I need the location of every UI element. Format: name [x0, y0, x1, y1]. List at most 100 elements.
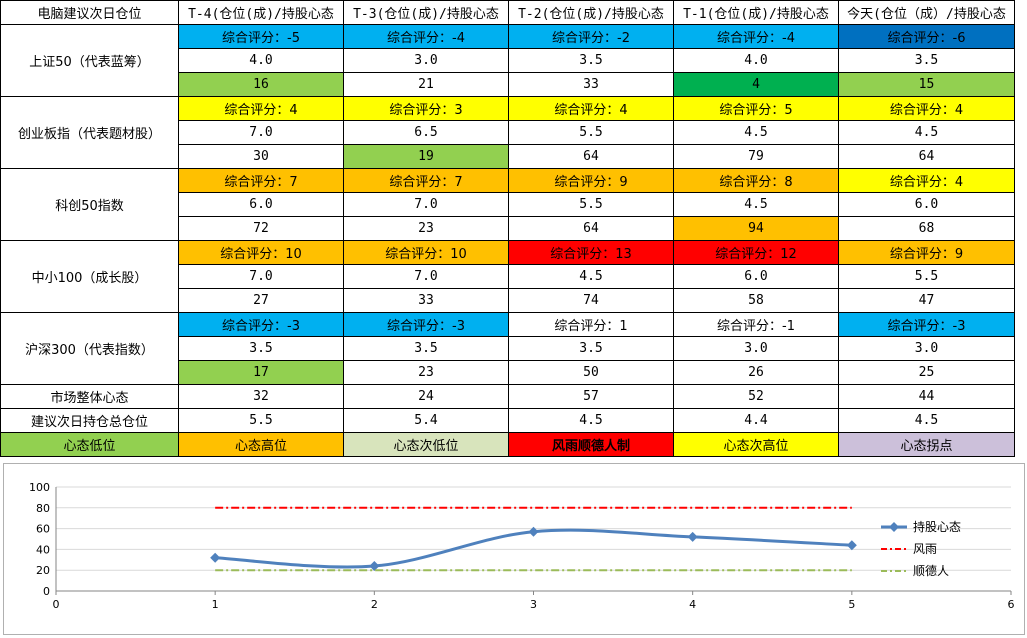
summary-value-cell[interactable]: 57: [508, 384, 674, 409]
index-mood-cell[interactable]: 94: [673, 216, 839, 241]
index-score-cell[interactable]: 综合评分：5: [673, 96, 839, 121]
index-position-cell[interactable]: 6.0: [178, 192, 344, 217]
index-score-cell[interactable]: 综合评分：-3: [343, 312, 509, 337]
index-score-cell[interactable]: 综合评分：4: [178, 96, 344, 121]
legend-cell[interactable]: 心态高位: [178, 432, 344, 457]
col-header-t3[interactable]: T-3(仓位(成)/持股心态: [343, 0, 509, 25]
index-mood-cell[interactable]: 23: [343, 360, 509, 385]
index-position-cell[interactable]: 4.0: [673, 48, 839, 73]
index-score-cell[interactable]: 综合评分：1: [508, 312, 674, 337]
summary-value-cell[interactable]: 5.5: [178, 408, 344, 433]
legend-cell[interactable]: 风雨顺德人制: [508, 432, 674, 457]
index-mood-cell[interactable]: 30: [178, 144, 344, 169]
index-position-cell[interactable]: 3.0: [343, 48, 509, 73]
summary-value-cell[interactable]: 32: [178, 384, 344, 409]
index-score-cell[interactable]: 综合评分：10: [178, 240, 344, 265]
index-name-cell[interactable]: 沪深300（代表指数）: [0, 312, 179, 385]
index-position-cell[interactable]: 6.5: [343, 120, 509, 145]
index-score-cell[interactable]: 综合评分：3: [343, 96, 509, 121]
summary-label-cell[interactable]: 市场整体心态: [0, 384, 179, 409]
index-mood-cell[interactable]: 15: [838, 72, 1015, 97]
index-position-cell[interactable]: 5.5: [508, 192, 674, 217]
index-position-cell[interactable]: 7.0: [178, 264, 344, 289]
legend-cell[interactable]: 心态拐点: [838, 432, 1015, 457]
index-position-cell[interactable]: 7.0: [343, 192, 509, 217]
index-position-cell[interactable]: 3.0: [673, 336, 839, 361]
index-position-cell[interactable]: 5.5: [508, 120, 674, 145]
mood-chart[interactable]: 0 20 40 60 80 100 0 1 2 3 4 5 6 持股心态 风雨 顺德人: [3, 463, 1025, 635]
index-score-cell[interactable]: 综合评分：-3: [178, 312, 344, 337]
index-score-cell[interactable]: 综合评分：-1: [673, 312, 839, 337]
index-position-cell[interactable]: 4.5: [508, 264, 674, 289]
col-header-t4[interactable]: T-4(仓位(成)/持股心态: [178, 0, 344, 25]
index-name-cell[interactable]: 上证50（代表蓝筹）: [0, 24, 179, 97]
index-score-cell[interactable]: 综合评分：7: [178, 168, 344, 193]
index-position-cell[interactable]: 3.5: [343, 336, 509, 361]
col-header-today[interactable]: 今天(仓位（成）/持股心态: [838, 0, 1015, 25]
index-mood-cell[interactable]: 25: [838, 360, 1015, 385]
index-score-cell[interactable]: 综合评分：-6: [838, 24, 1015, 49]
summary-value-cell[interactable]: 24: [343, 384, 509, 409]
index-position-cell[interactable]: 5.5: [838, 264, 1015, 289]
index-mood-cell[interactable]: 64: [838, 144, 1015, 169]
index-mood-cell[interactable]: 74: [508, 288, 674, 313]
summary-value-cell[interactable]: 4.5: [508, 408, 674, 433]
index-score-cell[interactable]: 综合评分：4: [838, 168, 1015, 193]
index-mood-cell[interactable]: 72: [178, 216, 344, 241]
summary-value-cell[interactable]: 4.4: [673, 408, 839, 433]
index-position-cell[interactable]: 4.5: [673, 120, 839, 145]
legend-cell[interactable]: 心态次低位: [343, 432, 509, 457]
index-score-cell[interactable]: 综合评分：-4: [673, 24, 839, 49]
index-position-cell[interactable]: 4.5: [838, 120, 1015, 145]
legend-cell[interactable]: 心态次高位: [673, 432, 839, 457]
index-score-cell[interactable]: 综合评分：4: [838, 96, 1015, 121]
index-name-cell[interactable]: 中小100（成长股）: [0, 240, 179, 313]
index-mood-cell[interactable]: 64: [508, 144, 674, 169]
index-score-cell[interactable]: 综合评分：10: [343, 240, 509, 265]
index-score-cell[interactable]: 综合评分：4: [508, 96, 674, 121]
index-score-cell[interactable]: 综合评分：9: [838, 240, 1015, 265]
index-position-cell[interactable]: 7.0: [343, 264, 509, 289]
summary-label-cell[interactable]: 建议次日持仓总仓位: [0, 408, 179, 433]
index-position-cell[interactable]: 7.0: [178, 120, 344, 145]
index-position-cell[interactable]: 3.5: [178, 336, 344, 361]
index-mood-cell[interactable]: 50: [508, 360, 674, 385]
index-position-cell[interactable]: 3.5: [508, 336, 674, 361]
index-score-cell[interactable]: 综合评分：-3: [838, 312, 1015, 337]
index-mood-cell[interactable]: 79: [673, 144, 839, 169]
index-name-cell[interactable]: 创业板指（代表题材股）: [0, 96, 179, 169]
index-position-cell[interactable]: 6.0: [673, 264, 839, 289]
index-score-cell[interactable]: 综合评分：-4: [343, 24, 509, 49]
summary-value-cell[interactable]: 44: [838, 384, 1015, 409]
index-score-cell[interactable]: 综合评分：7: [343, 168, 509, 193]
summary-value-cell[interactable]: 52: [673, 384, 839, 409]
col-header-t2[interactable]: T-2(仓位(成)/持股心态: [508, 0, 674, 25]
index-mood-cell[interactable]: 4: [673, 72, 839, 97]
index-score-cell[interactable]: 综合评分：8: [673, 168, 839, 193]
index-mood-cell[interactable]: 21: [343, 72, 509, 97]
index-score-cell[interactable]: 综合评分：9: [508, 168, 674, 193]
index-score-cell[interactable]: 综合评分：12: [673, 240, 839, 265]
index-score-cell[interactable]: 综合评分：-2: [508, 24, 674, 49]
index-mood-cell[interactable]: 58: [673, 288, 839, 313]
index-position-cell[interactable]: 4.0: [178, 48, 344, 73]
index-position-cell[interactable]: 3.0: [838, 336, 1015, 361]
index-mood-cell[interactable]: 47: [838, 288, 1015, 313]
index-name-cell[interactable]: 科创50指数: [0, 168, 179, 241]
legend-cell[interactable]: 心态低位: [0, 432, 179, 457]
index-mood-cell[interactable]: 16: [178, 72, 344, 97]
index-mood-cell[interactable]: 64: [508, 216, 674, 241]
index-position-cell[interactable]: 3.5: [508, 48, 674, 73]
index-mood-cell[interactable]: 27: [178, 288, 344, 313]
index-mood-cell[interactable]: 19: [343, 144, 509, 169]
corner-header[interactable]: 电脑建议次日仓位: [0, 0, 179, 25]
index-mood-cell[interactable]: 17: [178, 360, 344, 385]
col-header-t1[interactable]: T-1(仓位(成)/持股心态: [673, 0, 839, 25]
index-position-cell[interactable]: 6.0: [838, 192, 1015, 217]
index-mood-cell[interactable]: 23: [343, 216, 509, 241]
index-position-cell[interactable]: 3.5: [838, 48, 1015, 73]
index-mood-cell[interactable]: 26: [673, 360, 839, 385]
summary-value-cell[interactable]: 5.4: [343, 408, 509, 433]
index-score-cell[interactable]: 综合评分：13: [508, 240, 674, 265]
index-mood-cell[interactable]: 33: [508, 72, 674, 97]
